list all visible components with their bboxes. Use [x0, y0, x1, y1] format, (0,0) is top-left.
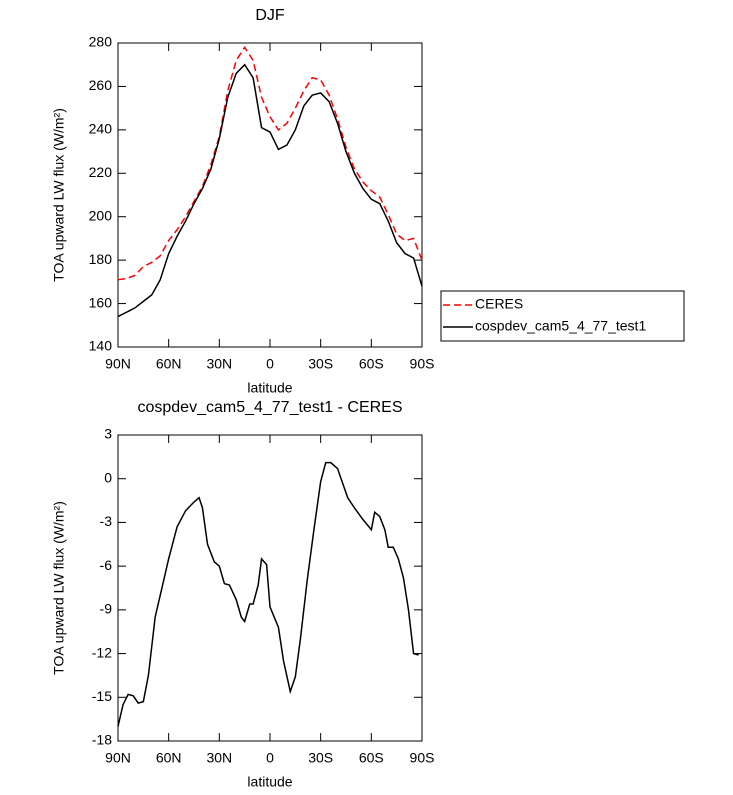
legend-box	[440, 290, 685, 342]
legend-label: CERES	[475, 296, 523, 312]
x-tick-label: 0	[266, 356, 274, 372]
y-tick-label: 260	[89, 77, 113, 93]
y-tick-label: 140	[89, 338, 113, 354]
plot-frame	[117, 42, 423, 348]
x-tick-label: 90S	[410, 750, 435, 766]
y-tick-label: 200	[89, 207, 113, 223]
y-tick-label: 280	[89, 34, 113, 50]
x-tick-label: 60S	[359, 750, 384, 766]
x-axis-label: latitude	[247, 774, 292, 790]
y-tick-label: 3	[104, 426, 112, 442]
y-tick-label: 180	[89, 251, 113, 267]
x-tick-label: 30N	[206, 750, 232, 766]
x-tick-label: 0	[266, 750, 274, 766]
y-tick-label: -9	[100, 601, 113, 617]
x-tick-label: 60N	[156, 750, 182, 766]
x-tick-label: 30S	[308, 750, 333, 766]
chart-title: cospdev_cam5_4_77_test1 - CERES	[137, 399, 402, 416]
x-tick-label: 30N	[206, 356, 232, 372]
y-tick-label: -15	[92, 688, 112, 704]
y-tick-label: 220	[89, 164, 113, 180]
y-tick-label: -18	[92, 732, 112, 748]
x-tick-label: 90N	[105, 356, 131, 372]
y-axis-label: TOA upward LW flux (W/m²)	[51, 108, 67, 282]
x-tick-label: 60N	[156, 356, 182, 372]
data-line	[117, 63, 423, 318]
x-tick-label: 90S	[410, 356, 435, 372]
y-tick-label: -3	[100, 513, 113, 529]
y-tick-label: 160	[89, 294, 113, 310]
x-tick-label: 30S	[308, 356, 333, 372]
x-tick-label: 90N	[105, 750, 131, 766]
y-tick-label: -12	[92, 644, 112, 660]
chart-title: DJF	[255, 7, 285, 24]
plot-frame	[117, 434, 423, 742]
y-axis-label: TOA upward LW flux (W/m²)	[51, 501, 67, 675]
legend-label: cospdev_cam5_4_77_test1	[475, 318, 646, 334]
y-tick-label: 240	[89, 121, 113, 137]
x-tick-label: 60S	[359, 356, 384, 372]
y-tick-label: 0	[104, 469, 112, 485]
data-line	[117, 45, 423, 281]
y-tick-label: -6	[100, 557, 113, 573]
x-axis-label: latitude	[247, 380, 292, 396]
data-line	[117, 461, 419, 727]
